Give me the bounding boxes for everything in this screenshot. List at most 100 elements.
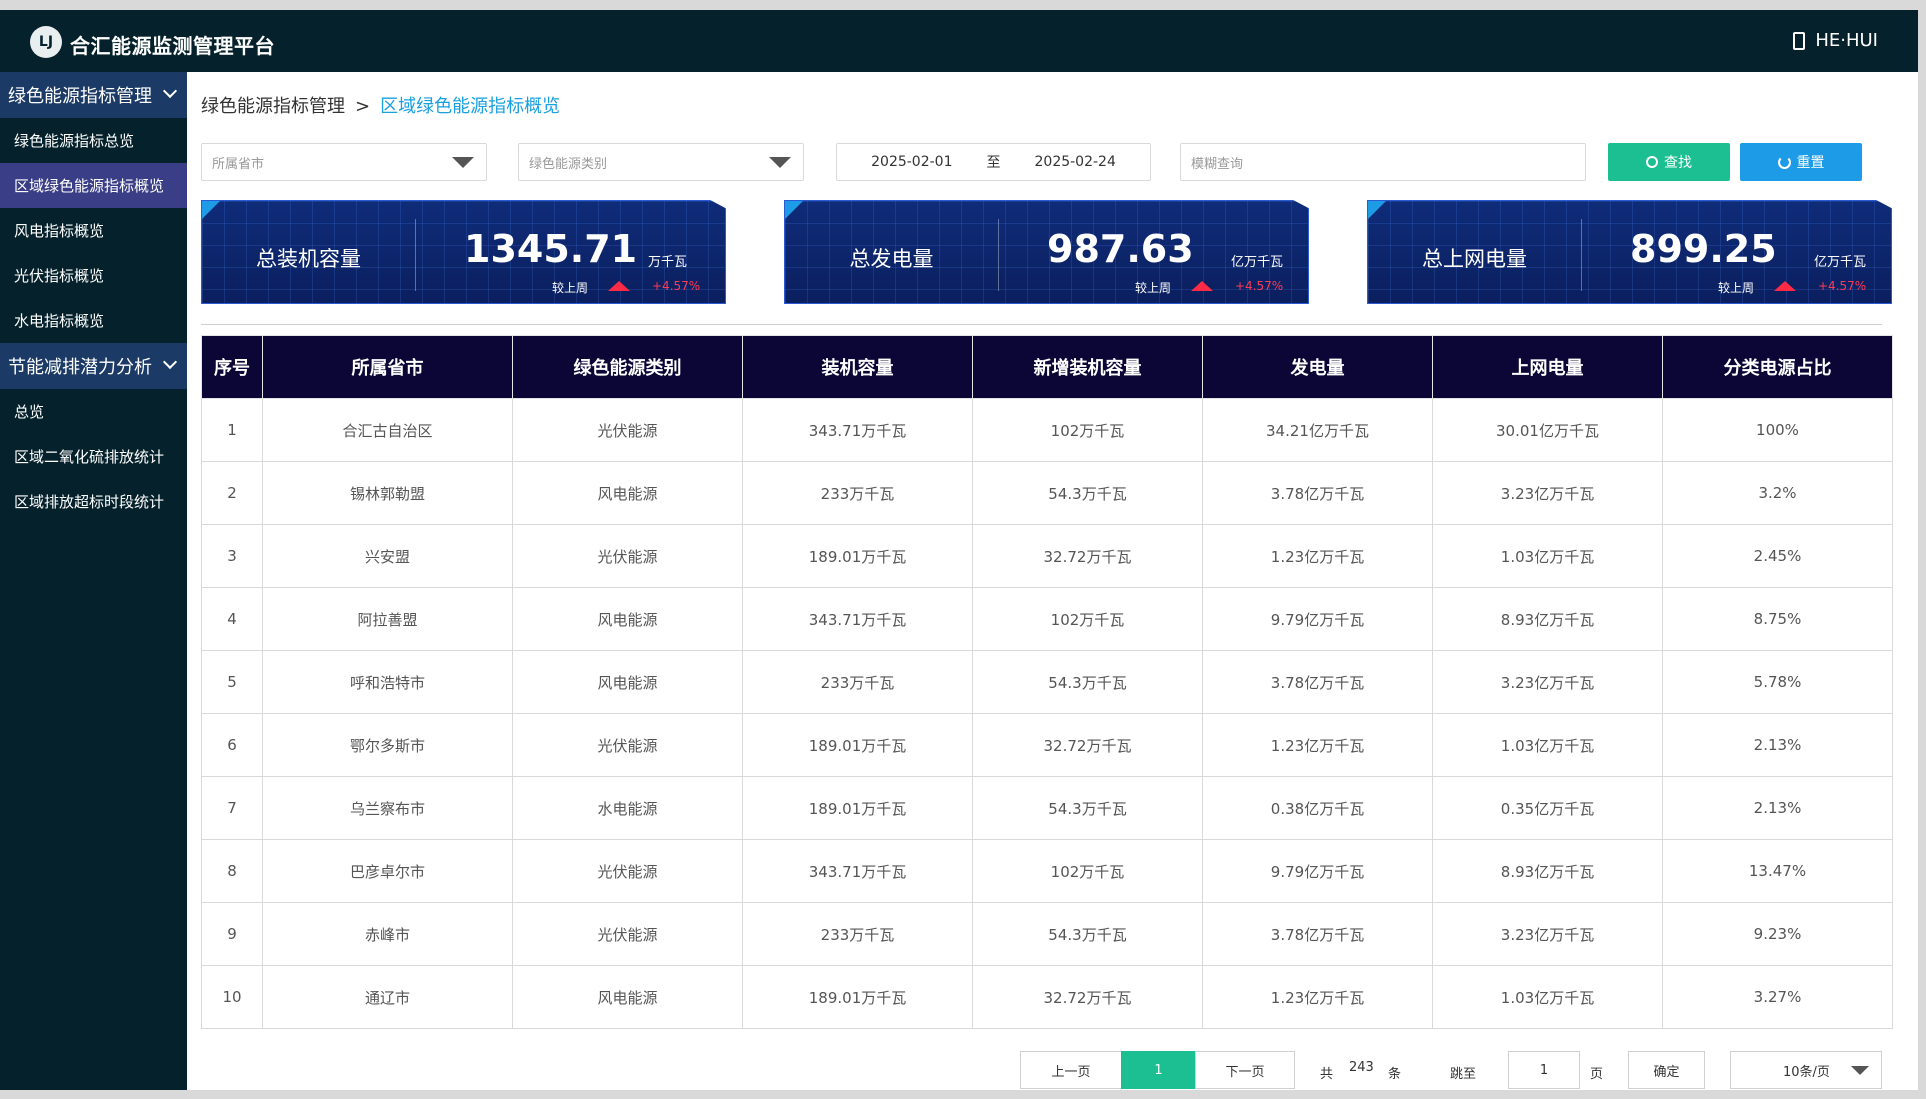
confirm-button[interactable]: 确定 — [1628, 1051, 1705, 1089]
jump-page-input[interactable]: 1 — [1508, 1051, 1580, 1089]
category-select[interactable]: 绿色能源类别 — [518, 143, 804, 181]
stat-change: +4.57% — [1818, 279, 1867, 293]
stat-unit: 亿万千瓦 — [1814, 255, 1867, 270]
search-icon — [1646, 156, 1658, 168]
user-menu[interactable]: HE·HUI — [1793, 30, 1878, 51]
table-cell: 30.01亿万千瓦 — [1432, 398, 1663, 462]
search-button[interactable]: 查找 — [1608, 143, 1730, 181]
app-window: LJ 合汇能源监测管理平台 HE·HUI 绿色能源指标管理 绿色能源指标总览 区… — [0, 10, 1918, 1090]
table-cell: 1.03亿万千瓦 — [1432, 524, 1663, 588]
table-cell: 光伏能源 — [512, 398, 743, 462]
table-cell: 3.78亿万千瓦 — [1202, 461, 1433, 525]
stat-compare-label: 较上周 — [552, 281, 589, 295]
arrow-up-icon — [608, 281, 630, 291]
sidebar-item-wind[interactable]: 风电指标概览 — [14, 222, 105, 240]
table-cell: 风电能源 — [512, 587, 743, 651]
arrow-up-icon — [1191, 281, 1213, 291]
table-cell: 光伏能源 — [512, 839, 743, 903]
table-row[interactable]: 10 通辽市 风电能源 189.01万千瓦 32.72万千瓦 1.23亿万千瓦 1.03亿万… — [201, 965, 1893, 1029]
table-cell: 8.93亿万千瓦 — [1432, 587, 1663, 651]
date-range-picker[interactable]: 2025-02-01 至 2025-02-24 — [836, 143, 1151, 181]
category-placeholder: 绿色能源类别 — [529, 156, 608, 172]
chevron-down-icon — [162, 83, 178, 99]
caret-down-icon — [452, 157, 474, 168]
table-cell: 32.72万千瓦 — [972, 965, 1203, 1029]
caret-down-icon — [769, 157, 791, 168]
reset-button[interactable]: 重置 — [1740, 143, 1862, 181]
table-cell: 巴彦卓尔市 — [262, 839, 513, 903]
table-cell: 1.03亿万千瓦 — [1432, 713, 1663, 777]
page-1-button[interactable]: 1 — [1121, 1051, 1196, 1089]
table-row[interactable]: 3 兴安盟 光伏能源 189.01万千瓦 32.72万千瓦 1.23亿万千瓦 1.03亿万千… — [201, 524, 1893, 588]
phone-icon — [1793, 31, 1806, 50]
sidebar-group-label: 绿色能源指标管理 — [8, 86, 152, 107]
table-cell: 合汇古自治区 — [262, 398, 513, 462]
prev-page-button[interactable]: 上一页 — [1020, 1051, 1122, 1089]
table-cell: 189.01万千瓦 — [742, 524, 973, 588]
total-suffix: 条 — [1388, 1067, 1402, 1082]
table-cell: 32.72万千瓦 — [972, 713, 1203, 777]
stat-change: +4.57% — [652, 279, 701, 293]
sidebar-item-emission-overview[interactable]: 总览 — [14, 403, 45, 421]
page-size-value: 10条/页 — [1783, 1064, 1830, 1080]
table-cell: 风电能源 — [512, 650, 743, 714]
table-header-row: 序号 所属省市 绿色能源类别 装机容量 新增装机容量 发电量 上网电量 分类电源占比 — [201, 335, 1893, 399]
table-cell: 3.23亿万千瓦 — [1432, 461, 1663, 525]
reset-button-label: 重置 — [1796, 154, 1825, 170]
table-row[interactable]: 7 乌兰察布市 水电能源 189.01万千瓦 54.3万千瓦 0.38亿万千瓦 0.35亿万… — [201, 776, 1893, 840]
sidebar-item-so2[interactable]: 区域二氧化硫排放统计 — [14, 448, 165, 466]
table-cell: 光伏能源 — [512, 524, 743, 588]
table-row[interactable]: 5 呼和浩特市 风电能源 233万千瓦 54.3万千瓦 3.78亿万千瓦 3.23亿万千瓦 5… — [201, 650, 1893, 714]
table-cell: 乌兰察布市 — [262, 776, 513, 840]
table-cell: 0.38亿万千瓦 — [1202, 776, 1433, 840]
table-cell: 1.03亿万千瓦 — [1432, 965, 1663, 1029]
table-cell: 锡林郭勒盟 — [262, 461, 513, 525]
sidebar-item-solar[interactable]: 光伏指标概览 — [14, 267, 105, 285]
table-cell: 鄂尔多斯市 — [262, 713, 513, 777]
stat-card-grid: 总上网电量 899.25 亿万千瓦 较上周 +4.57% — [1367, 200, 1892, 304]
table-cell: 3.27% — [1662, 965, 1893, 1029]
table-cell: 0.35亿万千瓦 — [1432, 776, 1663, 840]
table-cell: 3.23亿万千瓦 — [1432, 650, 1663, 714]
table-cell: 54.3万千瓦 — [972, 902, 1203, 966]
sidebar-item-regional-overview[interactable]: 区域绿色能源指标概览 — [0, 163, 187, 208]
arrow-up-icon — [1774, 281, 1796, 291]
sidebar-group-green-energy[interactable]: 绿色能源指标管理 — [0, 72, 187, 118]
table-row[interactable]: 2 锡林郭勒盟 风电能源 233万千瓦 54.3万千瓦 3.78亿万千瓦 3.23亿万千瓦 3… — [201, 461, 1893, 525]
table-cell: 风电能源 — [512, 965, 743, 1029]
search-input[interactable]: 模糊查询 — [1180, 143, 1586, 181]
table-cell: 102万千瓦 — [972, 587, 1203, 651]
table-cell: 189.01万千瓦 — [742, 965, 973, 1029]
table-cell: 光伏能源 — [512, 902, 743, 966]
province-select[interactable]: 所属省市 — [201, 143, 487, 181]
stat-unit: 亿万千瓦 — [1231, 255, 1284, 270]
table-row[interactable]: 6 鄂尔多斯市 光伏能源 189.01万千瓦 32.72万千瓦 1.23亿万千瓦 1.03亿… — [201, 713, 1893, 777]
page-size-select[interactable]: 10条/页 — [1730, 1051, 1882, 1089]
date-start[interactable]: 2025-02-01 — [871, 154, 953, 170]
table-row[interactable]: 1 合汇古自治区 光伏能源 343.71万千瓦 102万千瓦 34.21亿万千瓦 30.01… — [201, 398, 1893, 462]
card-divider — [998, 219, 999, 291]
table-cell: 32.72万千瓦 — [972, 524, 1203, 588]
next-page-button[interactable]: 下一页 — [1195, 1051, 1295, 1089]
date-end[interactable]: 2025-02-24 — [1034, 154, 1116, 170]
table-cell: 兴安盟 — [262, 524, 513, 588]
stat-label: 总发电量 — [849, 247, 934, 271]
column-header: 绿色能源类别 — [512, 335, 743, 399]
table-row[interactable]: 4 阿拉善盟 风电能源 343.71万千瓦 102万千瓦 9.79亿万千瓦 8.93亿万千瓦… — [201, 587, 1893, 651]
table-cell: 3.23亿万千瓦 — [1432, 902, 1663, 966]
breadcrumb-parent[interactable]: 绿色能源指标管理 — [201, 96, 345, 117]
refresh-icon — [1777, 155, 1791, 169]
stat-value: 987.63 — [1047, 227, 1194, 271]
sidebar-item-hydro[interactable]: 水电指标概览 — [14, 312, 105, 330]
table-cell: 54.3万千瓦 — [972, 461, 1203, 525]
sidebar-group-emission[interactable]: 节能减排潜力分析 — [0, 343, 187, 389]
user-name: HE·HUI — [1815, 30, 1878, 51]
table-cell: 8.93亿万千瓦 — [1432, 839, 1663, 903]
table-row[interactable]: 8 巴彦卓尔市 光伏能源 343.71万千瓦 102万千瓦 9.79亿万千瓦 8.93亿万千… — [201, 839, 1893, 903]
stat-value: 1345.71 — [464, 227, 638, 271]
table-cell: 8.75% — [1662, 587, 1893, 651]
sidebar-item-overview[interactable]: 绿色能源指标总览 — [14, 132, 135, 150]
table-row[interactable]: 9 赤峰市 光伏能源 233万千瓦 54.3万千瓦 3.78亿万千瓦 3.23亿万千瓦 9.2… — [201, 902, 1893, 966]
sidebar-item-exceed-period[interactable]: 区域排放超标时段统计 — [14, 493, 165, 511]
table-cell: 7 — [201, 776, 263, 840]
